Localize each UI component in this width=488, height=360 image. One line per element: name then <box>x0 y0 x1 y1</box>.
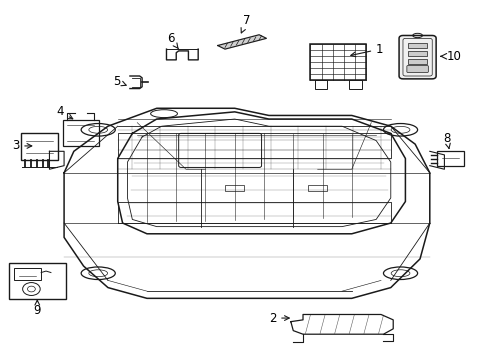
Bar <box>307 185 327 191</box>
Bar <box>436 151 463 166</box>
Text: 10: 10 <box>446 50 461 63</box>
Bar <box>407 43 427 48</box>
Text: 8: 8 <box>442 132 449 148</box>
Text: 3: 3 <box>12 139 32 152</box>
Bar <box>407 51 427 56</box>
Text: 7: 7 <box>241 14 250 33</box>
Bar <box>224 185 244 191</box>
FancyBboxPatch shape <box>406 66 427 72</box>
Text: 2: 2 <box>268 311 288 325</box>
Polygon shape <box>217 35 266 49</box>
Bar <box>14 268 41 280</box>
Text: 6: 6 <box>166 32 178 49</box>
Bar <box>348 80 361 89</box>
Text: 4: 4 <box>57 105 73 119</box>
Bar <box>315 80 327 89</box>
Bar <box>9 263 65 299</box>
Text: 9: 9 <box>34 300 41 318</box>
Bar <box>407 59 427 64</box>
Text: 5: 5 <box>113 75 126 88</box>
Text: 1: 1 <box>350 42 383 57</box>
Bar <box>21 134 58 160</box>
FancyBboxPatch shape <box>398 36 435 79</box>
Bar <box>62 120 99 146</box>
Bar <box>310 44 366 80</box>
